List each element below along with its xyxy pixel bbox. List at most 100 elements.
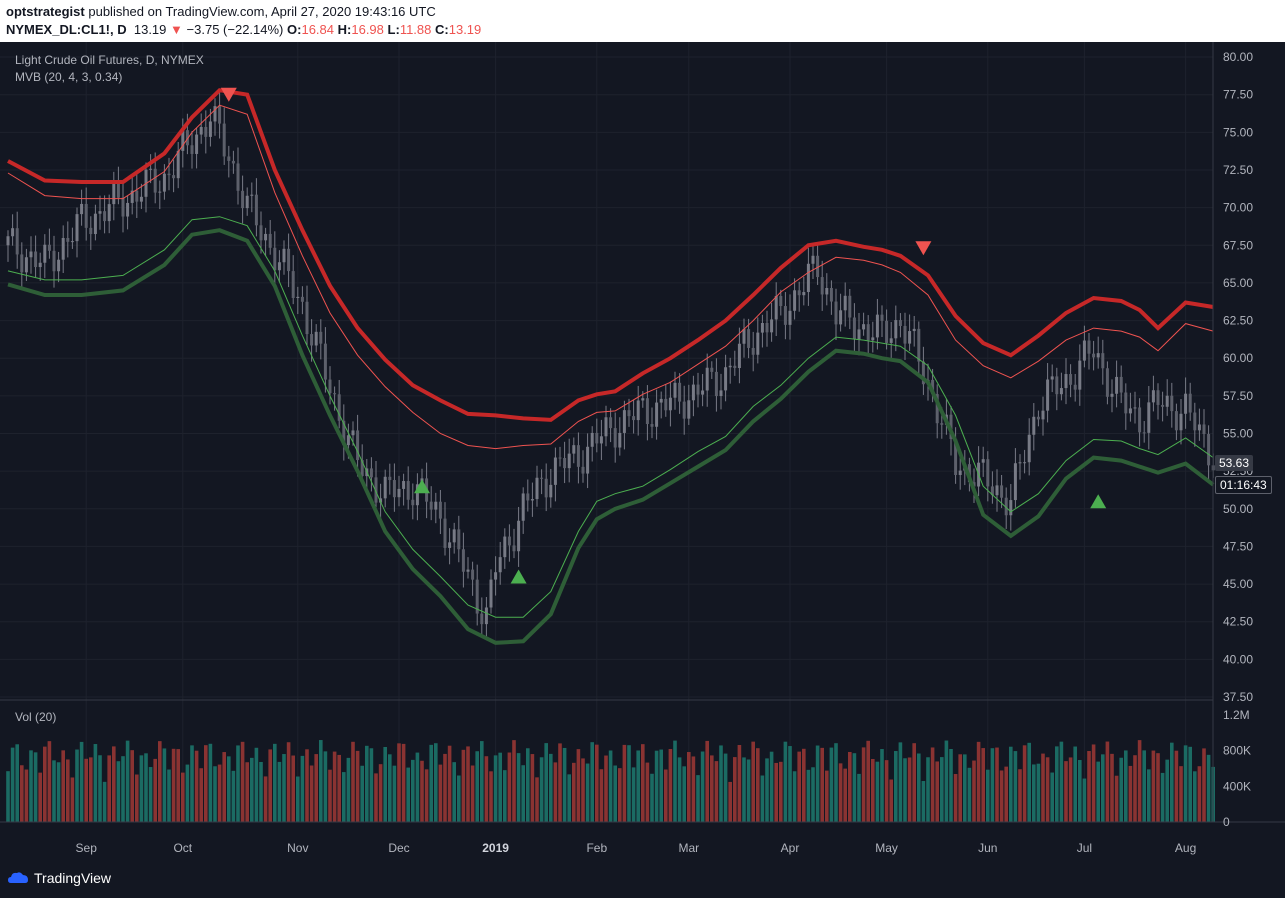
volume-bar <box>1105 741 1110 822</box>
volume-bar <box>1147 769 1151 822</box>
candle-body <box>829 287 833 302</box>
volume-bar <box>608 750 613 822</box>
candle-body <box>875 314 879 338</box>
candle-body <box>1041 410 1045 420</box>
volume-bar <box>323 751 328 822</box>
volume-bar <box>880 749 884 822</box>
volume-bar <box>539 757 544 822</box>
candle-body <box>1050 376 1054 380</box>
author-name[interactable]: optstrategist <box>6 4 85 19</box>
chart-area[interactable]: 80.00 77.50 75.00 72.50 70.00 67.50 65.00 62.50… <box>0 42 1285 862</box>
candle-body <box>503 536 507 558</box>
time-tick-label: Jul <box>1077 841 1092 855</box>
volume-bar <box>1032 764 1036 822</box>
candle-body <box>714 371 718 397</box>
candle-body <box>737 343 741 369</box>
volume-bar <box>1160 772 1165 822</box>
candle-body <box>342 420 346 446</box>
volume-bar <box>328 769 332 822</box>
candle-body <box>696 384 700 395</box>
candle-body <box>139 196 143 202</box>
volume-bar <box>820 747 824 822</box>
candle-body <box>825 287 829 295</box>
candle-body <box>1023 462 1027 464</box>
candle-body <box>429 501 433 510</box>
candle-body <box>328 379 332 394</box>
price-tick-label: 40.00 <box>1223 652 1253 666</box>
volume-bar <box>967 767 972 822</box>
candle-body <box>783 306 787 325</box>
volume-bar <box>6 771 10 822</box>
volume-bar <box>503 770 507 822</box>
candle-body <box>770 319 774 333</box>
volume-bar <box>737 745 742 822</box>
candle-body <box>70 241 74 243</box>
candle-body <box>34 251 38 268</box>
volume-bar <box>102 781 107 822</box>
candle-body <box>751 347 755 355</box>
volume-bar <box>585 763 590 822</box>
volume-bar <box>144 753 148 822</box>
volume-bar <box>581 758 585 822</box>
candle-body <box>20 254 24 273</box>
volume-bar <box>176 749 180 822</box>
volume-bar <box>875 761 880 822</box>
candle-body <box>908 331 912 344</box>
volume-bar <box>10 747 15 822</box>
candle-body <box>176 150 180 179</box>
volume-bar <box>194 750 199 822</box>
sell-signal-icon <box>915 241 932 256</box>
candle-body <box>323 343 327 380</box>
volume-bar <box>797 751 801 822</box>
volume-bar <box>1018 769 1022 822</box>
candle-body <box>43 244 47 263</box>
volume-bar <box>696 775 700 822</box>
candle-body <box>351 430 355 436</box>
candle-body <box>1142 432 1146 434</box>
candle-body <box>222 123 226 157</box>
candle-body <box>1046 379 1050 411</box>
volume-bar <box>664 769 668 822</box>
candle-body <box>1128 408 1132 414</box>
price-tick-label: 47.50 <box>1223 539 1253 553</box>
tradingview-logo[interactable]: TradingView <box>8 870 111 886</box>
volume-bar <box>834 743 838 822</box>
volume-bar <box>457 775 461 822</box>
time-tick-label: May <box>875 841 898 855</box>
candle-body <box>218 106 222 124</box>
close-value: 13.19 <box>448 22 482 37</box>
volume-bar <box>521 765 525 822</box>
volume-bar <box>1151 750 1156 822</box>
volume-bar <box>1197 766 1202 822</box>
candle-body <box>521 493 525 521</box>
price-tick-label: 50.00 <box>1223 502 1253 516</box>
candle-body <box>742 329 746 344</box>
volume-bar <box>259 761 263 822</box>
volume-bar <box>1124 750 1128 822</box>
candle-body <box>1179 413 1183 431</box>
open-value: 16.84 <box>301 22 335 37</box>
volume-bar <box>480 741 484 822</box>
candle-body <box>779 296 783 307</box>
candle-body <box>1000 485 1004 498</box>
volume-bar <box>84 758 88 822</box>
volume-bar <box>130 750 134 822</box>
low-value: 11.88 <box>399 22 432 37</box>
high-label: H: <box>337 22 352 37</box>
candle-body <box>268 233 272 248</box>
candle-body <box>1165 395 1169 407</box>
volume-bar <box>889 779 893 822</box>
candle-body <box>213 106 217 122</box>
price-tick-label: 70.00 <box>1223 201 1253 215</box>
candle-body <box>1138 407 1142 433</box>
volume-bar <box>1101 754 1105 822</box>
candle-body <box>1013 463 1017 501</box>
candle-body <box>563 457 567 469</box>
candle-body <box>231 160 235 164</box>
volume-bar <box>714 761 719 822</box>
volume-bar <box>484 756 489 822</box>
volume-bar <box>466 746 470 822</box>
candle-body <box>760 322 764 333</box>
candle-body <box>457 529 461 550</box>
volume-bar <box>1050 772 1054 822</box>
